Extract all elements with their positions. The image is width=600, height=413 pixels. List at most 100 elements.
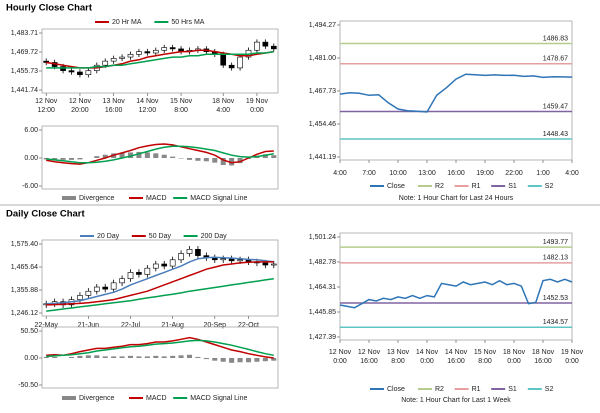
divergence-bar [170,355,176,358]
x-tick-label: 22-May [35,322,59,329]
x-tick-label-line: 16:00 [534,358,552,365]
x-tick-label-line: 15 Nov [170,98,193,105]
x-tick-label: 14 Nov 0:00 [416,349,439,365]
y-tick-label: 0.00 [24,155,38,162]
series-line [46,50,274,69]
y-tick-label: 1,355.88 [11,287,38,294]
divergence-bar [203,358,209,360]
divergence-bar [262,154,268,158]
candle-body [237,259,243,262]
divergence-bar [136,356,142,358]
legend-label: R2 [435,386,444,393]
x-tick-label-line: 18 Nov [503,349,526,356]
y-tick-label: 1,467.73 [309,88,336,95]
x-tick-label-line: 8:00 [174,107,188,114]
divergence-bar [144,152,150,158]
x-tick-label: 14 Nov 16:00 [445,349,468,365]
level-value-label: 1434.57 [543,319,568,326]
x-tick-label-line: 12 Nov [35,98,58,105]
x-tick-label-line: 14 Nov [445,349,468,356]
x-tick-label: 19 Nov 0:00 [246,98,269,114]
candle-body [136,51,142,55]
candle-body [152,49,159,54]
legend-label: 50 Day [149,233,172,240]
divergence-bar [186,354,193,358]
divergence-bar [229,158,235,166]
x-tick-label: 22-Jul [121,322,141,329]
x-tick-label: 10:00 [389,170,407,177]
x-tick-label-line: 16:00 [360,358,378,365]
candle-body [77,295,83,300]
series-line [46,336,274,359]
candle-body [102,286,109,290]
y-tick-label: 50.50 [20,328,38,335]
candle-body [254,41,260,51]
candle-body [169,259,176,267]
y-tick-label: -50.50 [18,382,38,389]
x-tick-label: 18 Nov 0:00 [503,349,526,365]
divergence-bar [153,355,159,358]
x-tick-label-line: 19 Nov [561,349,584,356]
candle-body [68,70,75,73]
x-tick-label-line: 4:00 [216,107,230,114]
candle-body [228,258,235,262]
candle-body [262,262,269,266]
x-tick-label: 21-Jun [78,322,100,329]
divergence-bar [212,158,218,163]
x-tick-label-line: 13 Nov [103,98,126,105]
close-line [339,73,573,113]
chart-note: Note: 1 Hour Chart for Last 24 Hours [399,195,514,202]
x-tick-label: 12 Nov 0:00 [329,349,352,365]
x-tick-label-line: 18 Nov [212,98,235,105]
candle-body [237,56,243,69]
x-tick-label-line: 12 Nov [329,349,352,356]
legend-label: R2 [435,183,444,190]
candle-body [136,272,142,275]
x-tick-label: 7:00 [362,170,376,177]
divergence-bar [254,358,260,362]
candle-body [93,286,100,292]
x-tick-label-line: 8:00 [478,358,492,365]
divergence-bar [220,158,226,165]
x-tick-label-line: 16:00 [447,358,465,365]
x-tick-label: 16:00 [447,170,465,177]
x-tick-label-line: 14 Nov [136,98,159,105]
x-tick-label: 19 Nov 0:00 [561,349,584,365]
x-tick-label: 21-Aug [161,322,184,329]
divergence-bar [127,152,134,158]
series-line [46,277,274,312]
level-value-label: 1482.13 [543,255,568,262]
plot-frame [41,125,279,190]
divergence-bar [127,355,134,358]
x-tick-label-line: 12:00 [37,107,55,114]
divergence-bar [52,356,58,358]
legend-label: R1 [472,183,481,190]
legend-swatch [62,396,76,400]
x-tick-label-line: 19 Nov [246,98,269,105]
candle-body [110,58,117,62]
plot-frame [41,28,279,94]
divergence-bar [161,154,167,158]
legend-label: Divergence [79,395,115,402]
legend-label: MACD [146,395,167,402]
y-tick-label: 1,494.27 [309,22,336,29]
divergence-bar [195,356,201,358]
divergence-bar [60,158,66,160]
divergence-bar [144,356,150,358]
x-tick-label: 12 Nov 20:00 [69,98,92,114]
candle-body [85,70,92,76]
x-tick-label-line: 12:00 [139,107,157,114]
y-tick-label: -6.00 [22,183,38,190]
y-tick-label: 1,465.64 [11,264,38,271]
candle-body [186,249,193,254]
section-title: Hourly Close Chart [6,3,93,14]
x-tick-label: 13 Nov 16:00 [103,98,126,114]
divergence-bar [203,158,209,162]
series-line [46,256,274,305]
legend-label: R1 [472,386,481,393]
divergence-bar [195,158,201,161]
divergence-bar [94,156,100,158]
legend-label: S1 [508,183,517,190]
